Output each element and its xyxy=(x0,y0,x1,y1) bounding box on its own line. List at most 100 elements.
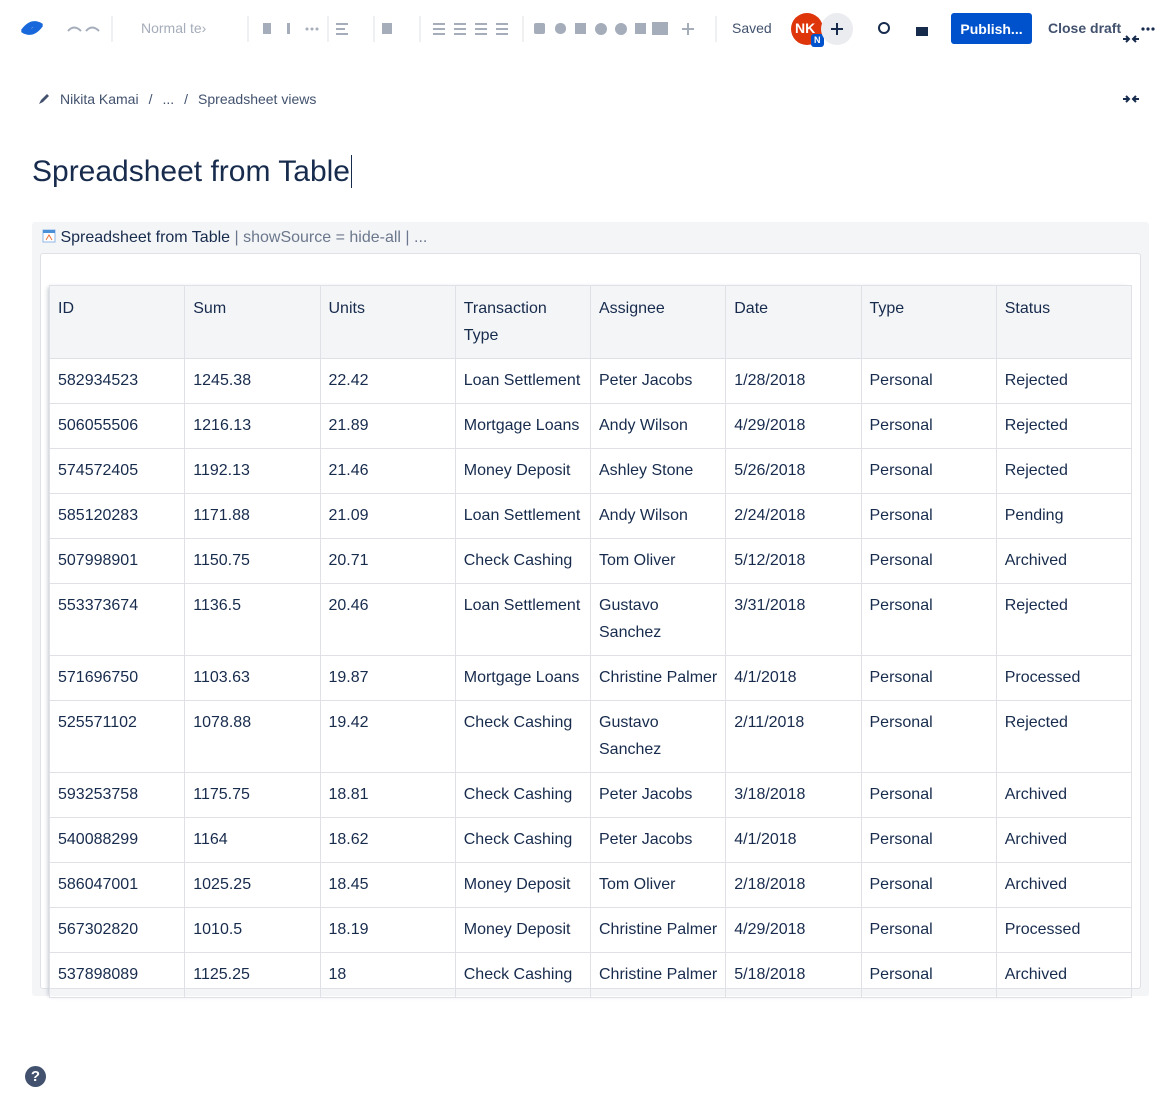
column-header: Assignee xyxy=(589,285,727,359)
table-cell: Personal xyxy=(860,538,997,584)
table-row: 582934523 1245.38 22.42 Loan Settlement Pete… xyxy=(48,358,1133,404)
table-cell: Personal xyxy=(860,448,997,494)
table-cell: 19.42 xyxy=(319,700,456,773)
table-cell: 1/28/2018 xyxy=(725,358,862,404)
table-cell: 553373674 xyxy=(48,583,186,656)
table-cell: 1216.13 xyxy=(184,403,321,449)
table-cell: Rejected xyxy=(995,448,1133,494)
column-header: Status xyxy=(995,285,1133,359)
table-cell: Mortgage Loans xyxy=(454,655,592,701)
help-button[interactable]: ? xyxy=(25,1066,46,1087)
table-cell: Personal xyxy=(860,493,997,539)
table-cell: 537898089 xyxy=(48,952,186,998)
avatar-badge xyxy=(811,34,824,47)
width-toggle-icon[interactable] xyxy=(1120,90,1144,110)
table-cell: Personal xyxy=(860,772,997,818)
table-cell: Personal xyxy=(860,700,997,773)
table-cell: 18 xyxy=(319,952,456,998)
table-row: 525571102 1078.88 19.42 Check Cashing Gustav… xyxy=(48,700,1133,773)
page-title-text: Spreadsheet from Table xyxy=(32,155,350,188)
column-header: Sum xyxy=(184,285,321,359)
macro-params: | showSource = hide-all | ... xyxy=(234,229,428,246)
table-cell: 1164 xyxy=(184,817,321,863)
width-toggle[interactable] xyxy=(1123,35,1139,43)
table-cell: Personal xyxy=(860,907,997,953)
table-cell: 1245.38 xyxy=(184,358,321,404)
column-header: Type xyxy=(860,285,997,359)
table-cell: 18.81 xyxy=(319,772,456,818)
publish-button[interactable]: Publish... xyxy=(951,13,1032,44)
table-cell: 21.09 xyxy=(319,493,456,539)
breadcrumb-link[interactable]: ... xyxy=(162,91,175,107)
table-cell: Gustavo Sanchez xyxy=(589,700,727,773)
close-draft-button[interactable]: Close draft xyxy=(1048,20,1122,36)
table-row: 586047001 1025.25 18.45 Money Deposit Tom Ol… xyxy=(48,862,1133,908)
table-row: 553373674 1136.5 20.46 Loan Settlement Gusta… xyxy=(48,583,1133,656)
table-cell: 18.19 xyxy=(319,907,456,953)
table-cell: Archived xyxy=(995,772,1133,818)
table-cell: Peter Jacobs xyxy=(589,358,727,404)
table-cell: 593253758 xyxy=(48,772,186,818)
table-cell: Pending xyxy=(995,493,1133,539)
table-cell: 1175.75 xyxy=(184,772,321,818)
table-cell: Archived xyxy=(995,538,1133,584)
table-cell: Check Cashing xyxy=(454,700,592,773)
table-cell: Money Deposit xyxy=(454,907,592,953)
table-cell: Money Deposit xyxy=(454,448,592,494)
table-cell: 1192.13 xyxy=(184,448,321,494)
table-cell: Tom Oliver xyxy=(589,538,727,584)
page-title[interactable]: Spreadsheet from Table xyxy=(32,155,352,189)
format-icons[interactable] xyxy=(263,22,694,35)
toolbar-icons xyxy=(21,13,1155,47)
text-style-dropdown[interactable]: Normal te› xyxy=(141,20,207,36)
breadcrumb-separator: / xyxy=(148,91,153,107)
table-cell: 1010.5 xyxy=(184,907,321,953)
table-cell: Personal xyxy=(860,358,997,404)
breadcrumb-link[interactable]: Spreadsheet views xyxy=(198,91,317,107)
table-cell: 4/1/2018 xyxy=(725,655,862,701)
table-cell: Rejected xyxy=(995,403,1133,449)
table-cell: Gustavo Sanchez xyxy=(589,583,727,656)
column-header: Units xyxy=(319,285,456,359)
table-cell: Archived xyxy=(995,817,1133,863)
table-cell: Mortgage Loans xyxy=(454,403,592,449)
table-body: 582934523 1245.38 22.42 Loan Settlement Pete… xyxy=(48,358,1133,998)
lock-icon[interactable] xyxy=(916,27,928,36)
search-icon[interactable] xyxy=(878,22,890,34)
breadcrumbs: Nikita Kamai / ... / Spreadsheet views xyxy=(38,91,316,107)
table-cell: 567302820 xyxy=(48,907,186,953)
table-row: 567302820 1010.5 18.19 Money Deposit Christi… xyxy=(48,907,1133,953)
table-cell: Loan Settlement xyxy=(454,493,592,539)
table-row: 571696750 1103.63 19.87 Mortgage Loans Chris… xyxy=(48,655,1133,701)
table-cell: Personal xyxy=(860,952,997,998)
table-cell: 2/24/2018 xyxy=(725,493,862,539)
table-cell: 5/26/2018 xyxy=(725,448,862,494)
table-cell: Peter Jacobs xyxy=(589,772,727,818)
table-cell: 585120283 xyxy=(48,493,186,539)
table-cell: 19.87 xyxy=(319,655,456,701)
table-cell: 571696750 xyxy=(48,655,186,701)
header-row: ID Sum Units Transaction Type Assignee Date Ty… xyxy=(48,285,1133,359)
breadcrumb-link[interactable]: Nikita Kamai xyxy=(60,91,139,107)
table-cell: Money Deposit xyxy=(454,862,592,908)
table-cell: Rejected xyxy=(995,358,1133,404)
table-row: 585120283 1171.88 21.09 Loan Settlement Andy… xyxy=(48,493,1133,539)
table-cell: Check Cashing xyxy=(454,772,592,818)
table-cell: Archived xyxy=(995,862,1133,908)
table-cell: Personal xyxy=(860,817,997,863)
table-cell: 1078.88 xyxy=(184,700,321,773)
table-cell: 3/31/2018 xyxy=(725,583,862,656)
column-header: Date xyxy=(725,285,862,359)
cursor xyxy=(350,155,352,188)
table-cell: 21.46 xyxy=(319,448,456,494)
undo-redo[interactable] xyxy=(67,26,100,32)
table-cell: 540088299 xyxy=(48,817,186,863)
table-cell: 20.46 xyxy=(319,583,456,656)
table-cell: Tom Oliver xyxy=(589,862,727,908)
column-header: ID xyxy=(48,285,186,359)
more-icon[interactable] xyxy=(1141,27,1155,31)
table-cell: 18.62 xyxy=(319,817,456,863)
logo[interactable] xyxy=(21,21,43,35)
